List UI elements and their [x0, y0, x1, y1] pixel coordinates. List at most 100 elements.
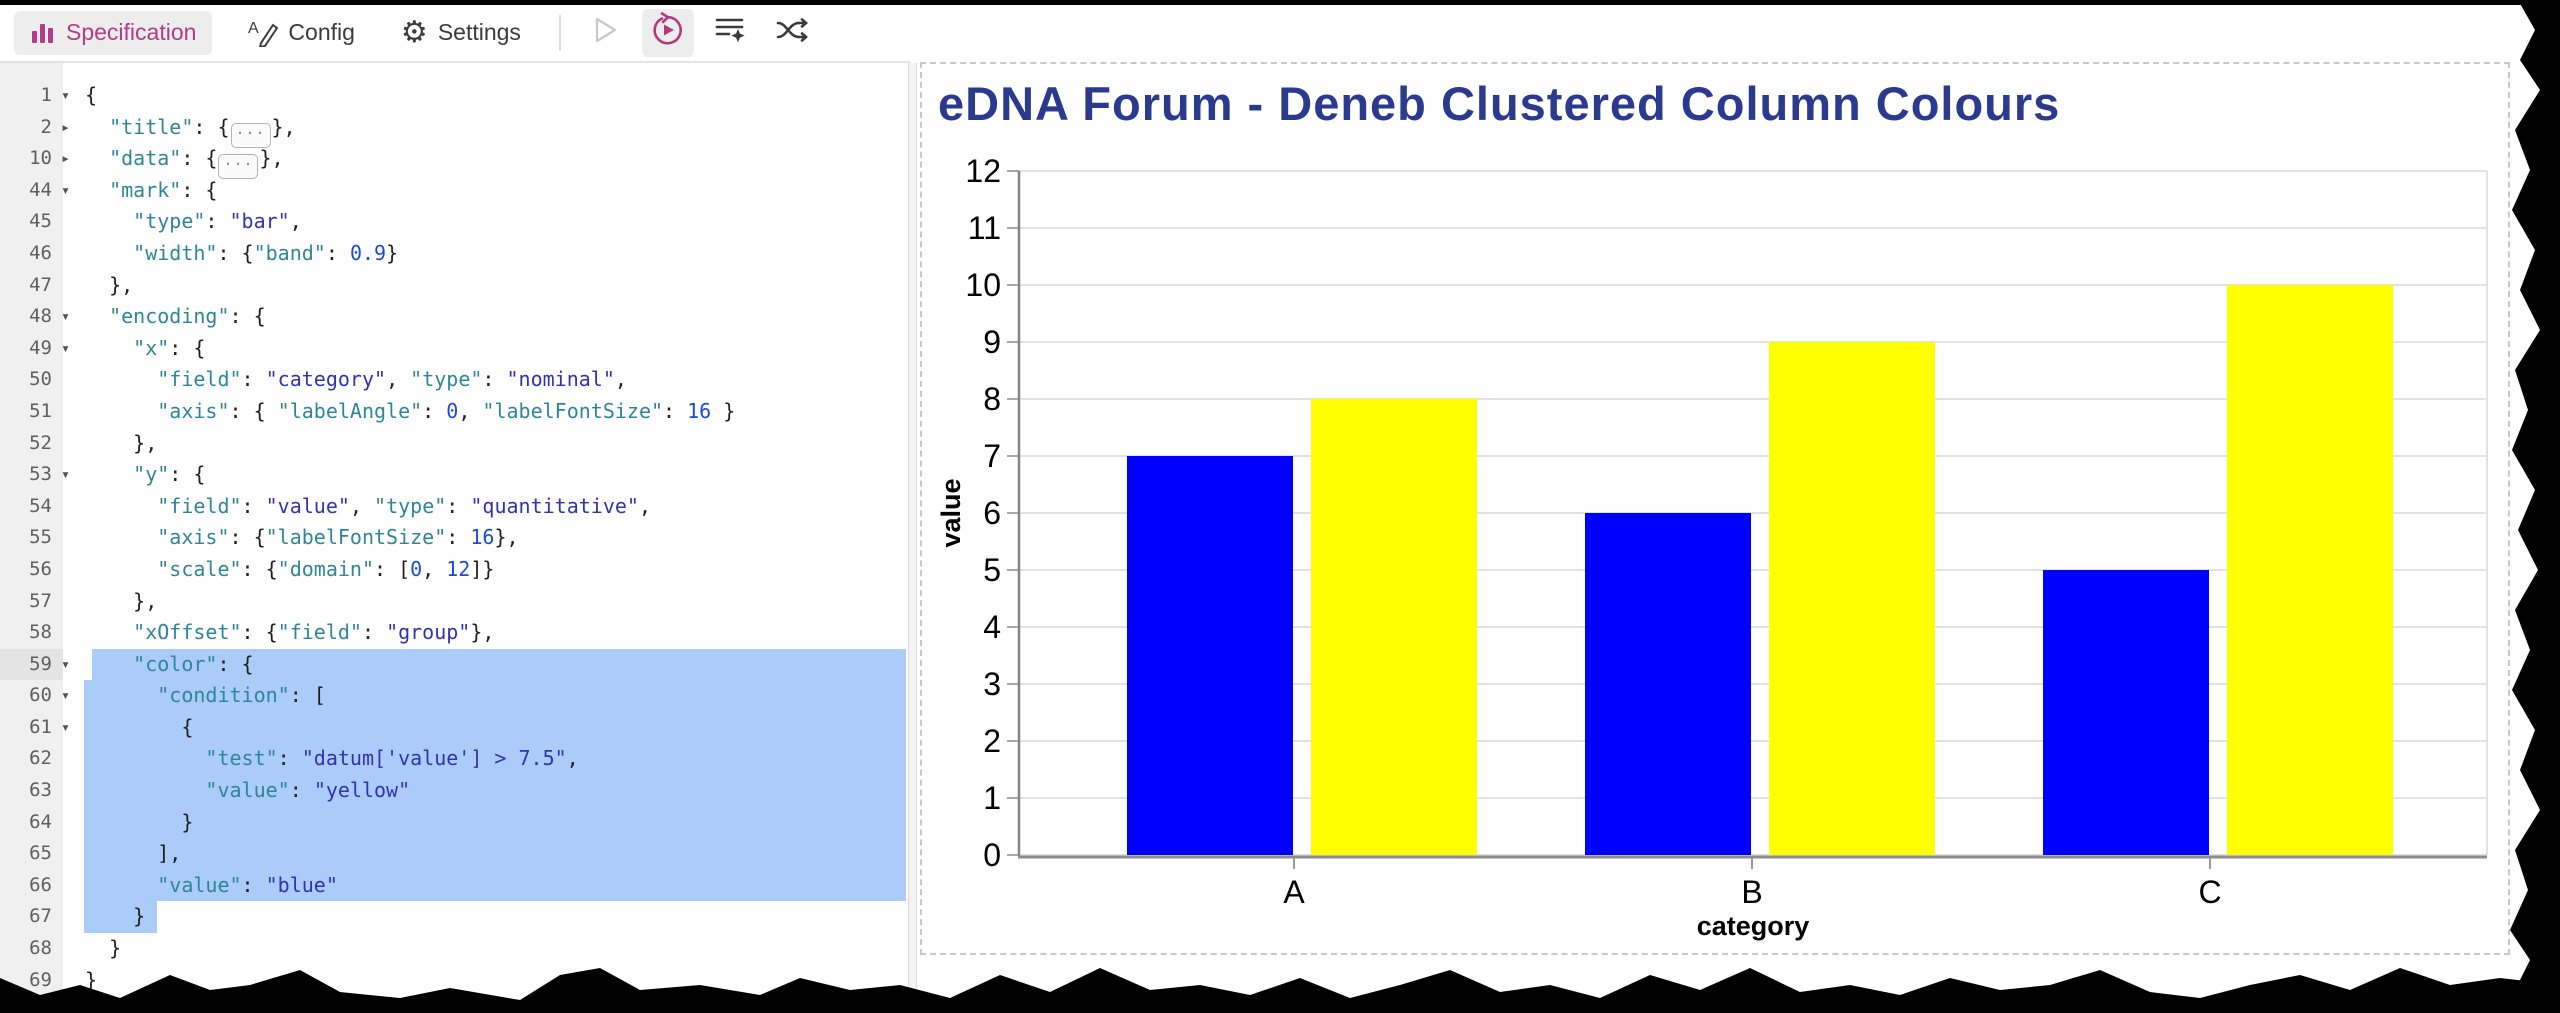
line-number[interactable]: 2: [40, 115, 52, 138]
fold-closed-icon[interactable]: ▸: [61, 149, 71, 168]
fold-open-icon[interactable]: ▾: [61, 86, 71, 104]
code-text: "axis": { "labelAngle": 0, "labelFontSiz…: [157, 398, 736, 423]
code-line[interactable]: 1 ▾ {: [0, 80, 908, 112]
line-number[interactable]: 58: [29, 621, 52, 644]
line-number[interactable]: 60: [29, 684, 52, 707]
code-line[interactable]: 55 "axis": {"labelFontSize": 16},: [0, 522, 908, 554]
fold-open-icon[interactable]: ▾: [61, 180, 71, 199]
folded-region-badge[interactable]: [230, 122, 271, 148]
fold-open-icon[interactable]: ▾: [61, 338, 71, 357]
line-number[interactable]: 51: [29, 399, 52, 422]
fold-open-icon[interactable]: ▾: [61, 654, 71, 673]
line-number[interactable]: 56: [29, 557, 52, 580]
bar-B-1[interactable]: [1585, 513, 1751, 855]
code-text: },: [85, 588, 158, 613]
code-line[interactable]: 54 "field": "value", "type": "quantitati…: [0, 491, 908, 523]
code-line[interactable]: 47 },: [0, 270, 908, 302]
line-number[interactable]: 65: [29, 842, 52, 865]
tab-settings[interactable]: ⚙ Settings: [385, 11, 537, 55]
code-text: "y": {: [133, 462, 206, 487]
code-line[interactable]: 58 "xOffset": {"field": "group"},: [0, 617, 908, 649]
folded-region-badge[interactable]: [218, 154, 259, 180]
run-button[interactable]: [580, 9, 632, 57]
line-number[interactable]: 62: [29, 747, 52, 770]
remap-fields-button[interactable]: [766, 9, 818, 57]
line-number[interactable]: 49: [29, 336, 52, 359]
tab-specification[interactable]: Specification: [14, 10, 213, 55]
auto-apply-button[interactable]: [641, 8, 694, 57]
line-number[interactable]: 59: [29, 652, 52, 675]
line-number[interactable]: 46: [29, 241, 52, 264]
line-number[interactable]: 66: [29, 873, 52, 896]
line-number[interactable]: 64: [29, 810, 52, 833]
fold-open-icon[interactable]: ▾: [61, 717, 71, 736]
line-number[interactable]: 54: [29, 494, 52, 517]
bar-A-2[interactable]: [1311, 399, 1477, 855]
code-line[interactable]: 57 },: [0, 586, 908, 618]
code-line[interactable]: 62 "test": "datum['value'] > 7.5",: [0, 743, 908, 776]
y-axis-title: value: [936, 478, 966, 547]
code-line[interactable]: 61 ▾ {: [0, 711, 908, 744]
code-line[interactable]: 60 ▾ "condition": [: [0, 680, 908, 712]
line-number[interactable]: 10: [29, 147, 52, 170]
line-number[interactable]: 47: [29, 273, 52, 296]
line-number[interactable]: 53: [29, 463, 52, 486]
line-number[interactable]: 45: [29, 210, 52, 233]
code-line[interactable]: 2 ▸ "title": {},: [0, 112, 908, 148]
line-number[interactable]: 67: [29, 905, 52, 928]
code-line[interactable]: 46 "width": {"band": 0.9}: [0, 238, 908, 270]
line-number[interactable]: 50: [29, 368, 52, 391]
code-text: },: [85, 272, 134, 297]
y-tick-label: 12: [965, 153, 1001, 189]
code-text: "mark": {: [109, 177, 218, 202]
fold-open-icon[interactable]: ▾: [61, 686, 71, 705]
code-line[interactable]: 53 ▾ "y": {: [0, 459, 908, 491]
code-text: "encoding": {: [109, 304, 266, 329]
line-number[interactable]: 68: [29, 937, 52, 960]
code-line[interactable]: 51 "axis": { "labelAngle": 0, "labelFont…: [0, 396, 908, 428]
line-number[interactable]: 55: [29, 526, 52, 549]
selection-highlight: [84, 711, 906, 744]
bar-C-1[interactable]: [2043, 570, 2209, 855]
code-line[interactable]: 67 }: [0, 901, 908, 934]
code-text: "title": {},: [85, 112, 296, 148]
code-text: "axis": {"labelFontSize": 16},: [157, 525, 519, 550]
fold-open-icon[interactable]: ▾: [61, 465, 71, 484]
code-line[interactable]: 63 "value": "yellow": [0, 775, 908, 807]
line-number[interactable]: 44: [29, 178, 52, 201]
code-line[interactable]: 10 ▸ "data": {},: [0, 143, 908, 180]
code-line[interactable]: 45 "type": "bar",: [0, 206, 908, 238]
bar-B-2[interactable]: [1769, 342, 1935, 855]
y-tick-label: 4: [983, 609, 1001, 645]
code-line[interactable]: 50 "field": "category", "type": "nominal…: [0, 364, 908, 396]
code-line[interactable]: 64 }: [0, 806, 908, 839]
code-line[interactable]: 48 ▾ "encoding": {: [0, 301, 908, 333]
line-number[interactable]: 63: [29, 779, 52, 802]
code-line[interactable]: 59 ▾ "color": {: [0, 648, 908, 681]
line-number[interactable]: 57: [29, 589, 52, 612]
code-line[interactable]: 68 }: [0, 933, 908, 965]
code-line[interactable]: 66 "value": "blue": [0, 869, 908, 902]
panel-splitter[interactable]: [908, 63, 917, 1013]
code-line[interactable]: 44 ▾ "mark": {: [0, 175, 908, 207]
line-number[interactable]: 61: [29, 715, 52, 738]
bar-A-1[interactable]: [1127, 456, 1293, 855]
code-line[interactable]: 56 "scale": {"domain": [0, 12]}: [0, 554, 908, 586]
line-number[interactable]: 52: [29, 431, 52, 454]
line-number[interactable]: 1: [40, 84, 52, 106]
fold-closed-icon[interactable]: ▸: [61, 117, 71, 136]
code-lines: 1 ▾ {2 ▸ "title": {}, 10 ▸ "data": {}, 44 ▾ "ma…: [0, 80, 908, 996]
code-line[interactable]: 65 ],: [0, 838, 908, 870]
code-line[interactable]: 49 ▾ "x": {: [0, 333, 908, 365]
line-number[interactable]: 69: [29, 968, 52, 991]
format-spec-button[interactable]: [704, 9, 756, 57]
line-number[interactable]: 48: [29, 305, 52, 328]
tab-config[interactable]: A Config: [232, 11, 370, 55]
code-line[interactable]: 52 },: [0, 428, 908, 460]
bar-C-2[interactable]: [2227, 285, 2393, 855]
code-line[interactable]: 69}: [0, 965, 908, 997]
spec-editor[interactable]: 1 ▾ {2 ▸ "title": {}, 10 ▸ "data": {}, 44 ▾ "ma…: [0, 63, 908, 1013]
fold-open-icon[interactable]: ▾: [61, 307, 71, 326]
x-tick-label: C: [2198, 874, 2221, 910]
